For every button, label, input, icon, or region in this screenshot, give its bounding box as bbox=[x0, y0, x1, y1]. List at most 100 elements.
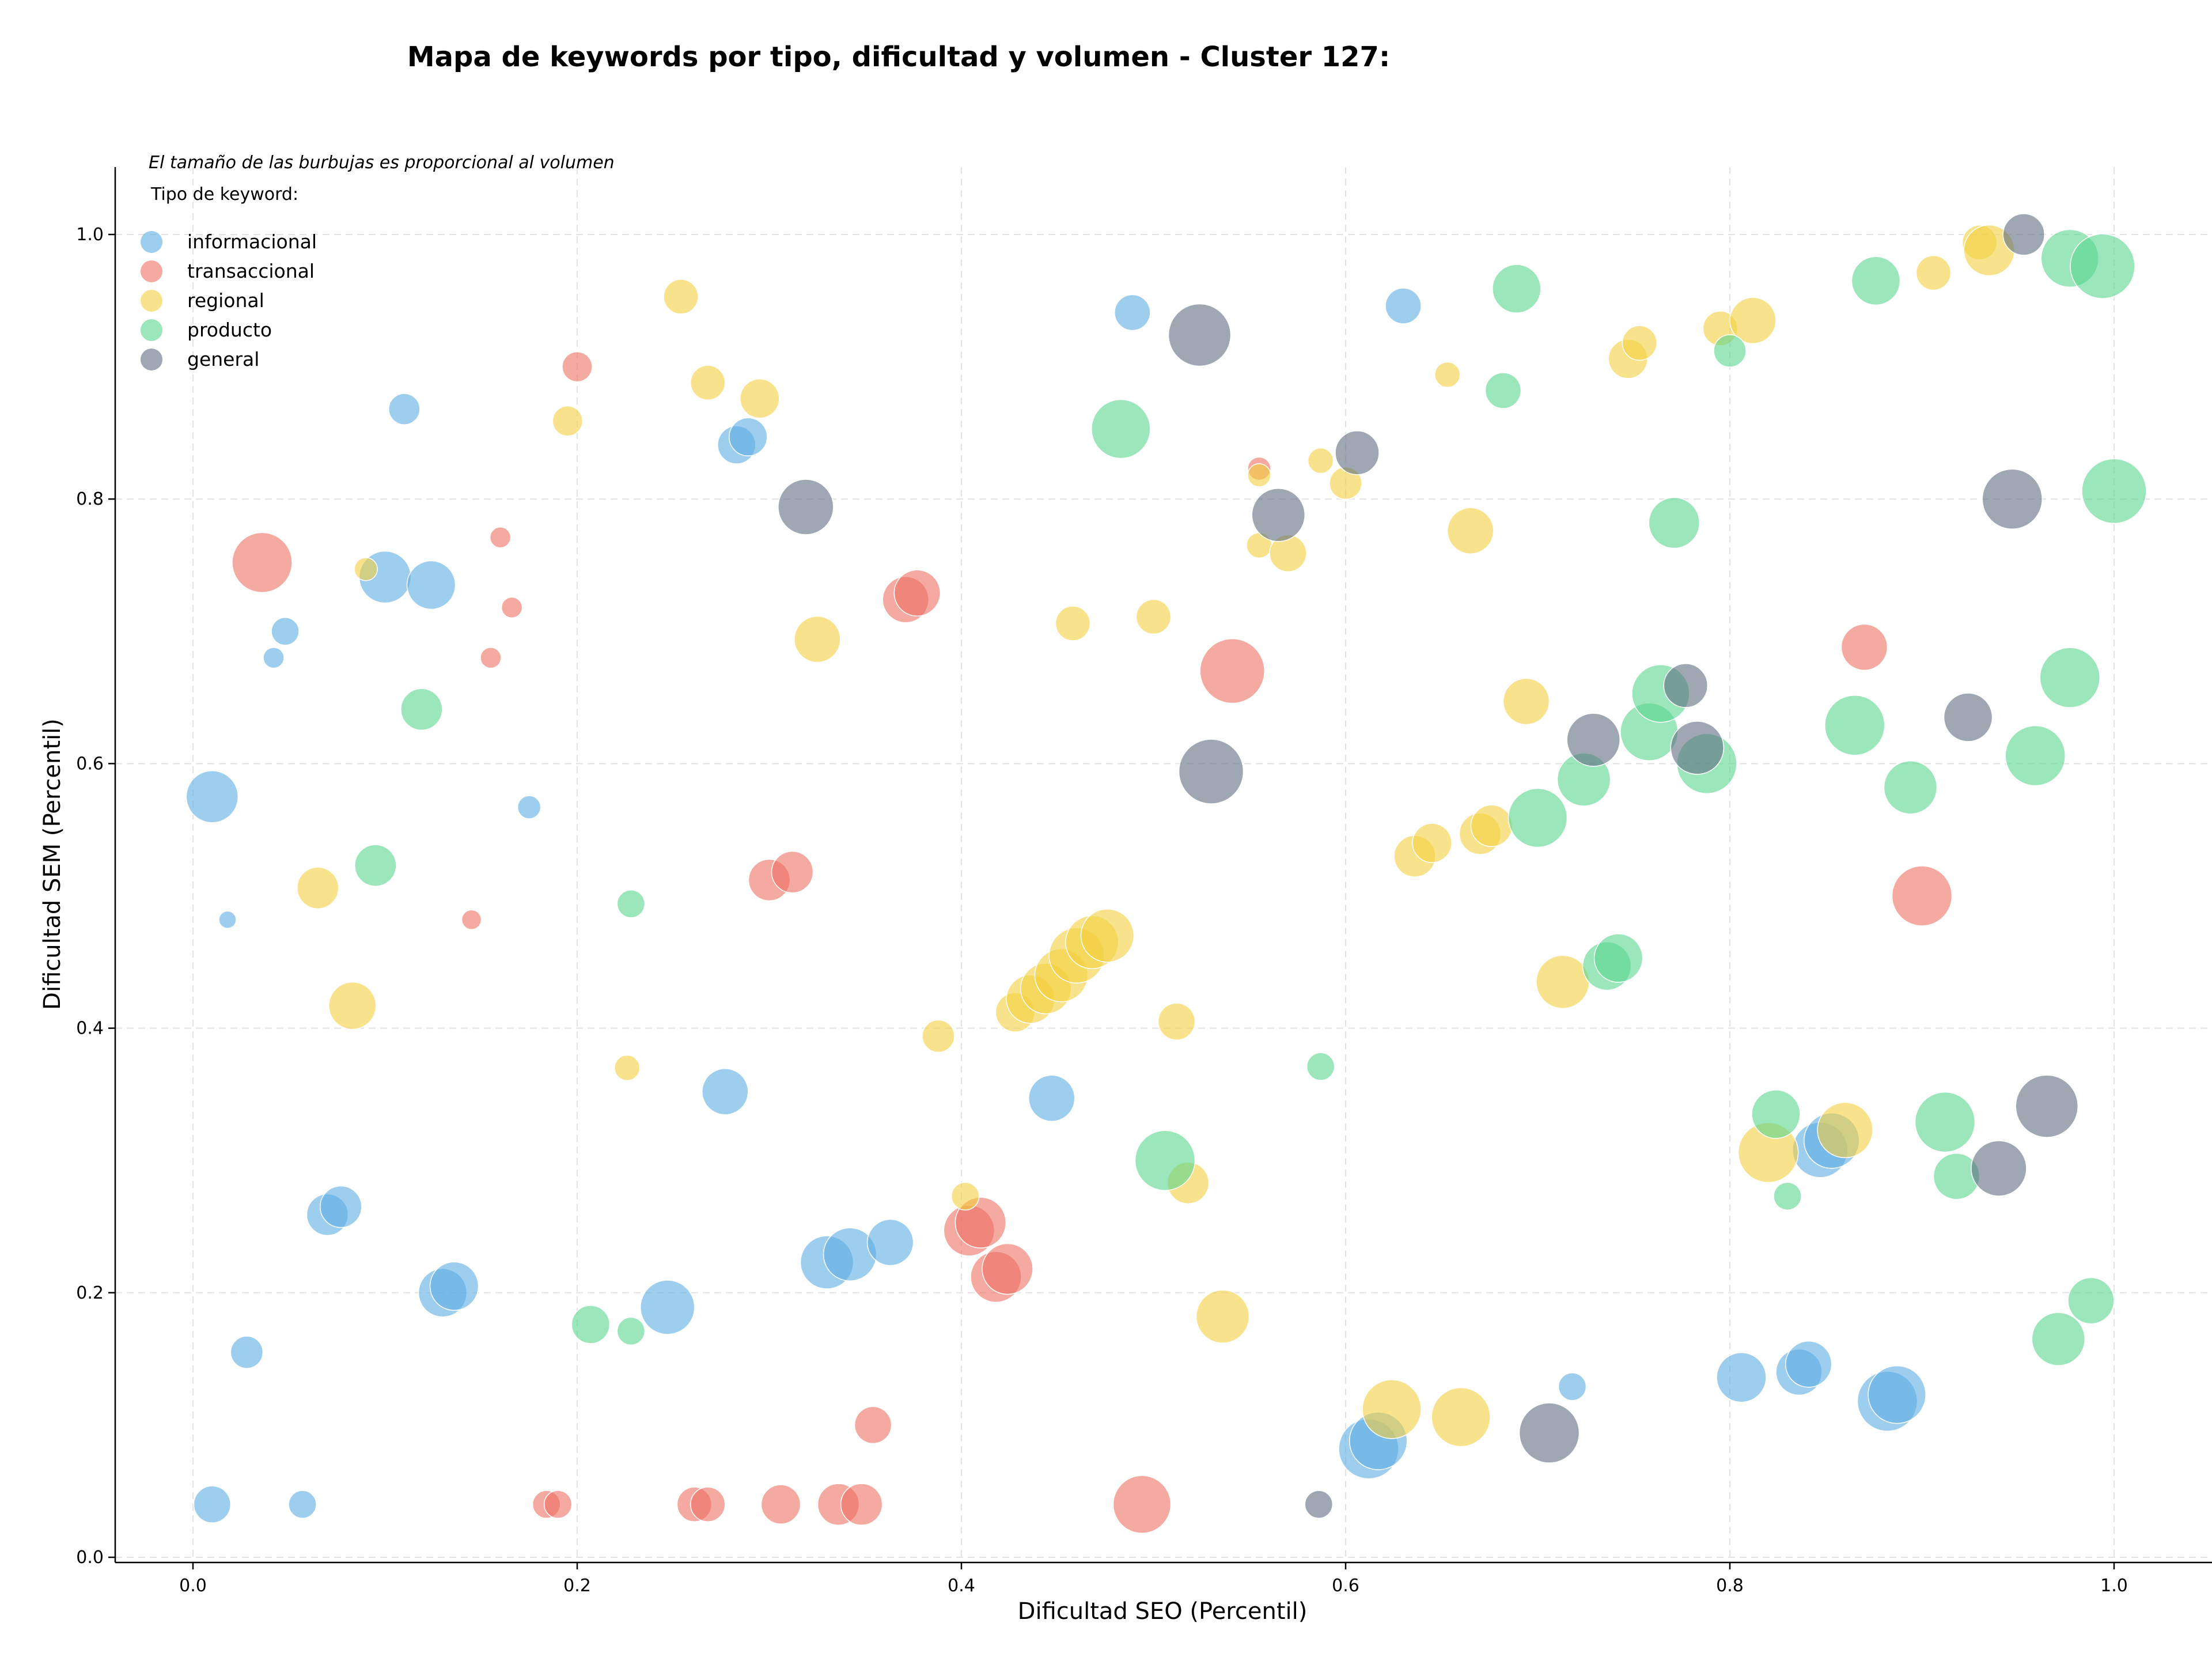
bubble-transaccional bbox=[1199, 638, 1265, 704]
bubble-regional bbox=[1307, 447, 1334, 474]
legend-label: general bbox=[187, 348, 259, 370]
bubble-informacional bbox=[230, 1335, 264, 1369]
bubble-regional bbox=[922, 1019, 955, 1053]
bubble-regional bbox=[1431, 1387, 1491, 1447]
bubble-transaccional bbox=[893, 569, 941, 616]
y-axis-label: Dificultad SEM (Percentil) bbox=[39, 718, 66, 1010]
legend: Tipo de keyword: informacional transaccio… bbox=[141, 184, 317, 370]
series-general bbox=[778, 213, 2079, 1519]
legend-marker bbox=[141, 231, 162, 253]
bubble-transaccional bbox=[461, 909, 482, 930]
bubble-producto bbox=[1648, 497, 1700, 549]
bubble-producto bbox=[1773, 1182, 1802, 1210]
bubble-regional bbox=[950, 1182, 980, 1210]
y-tick-label: 1.0 bbox=[76, 225, 104, 245]
bubble-transaccional bbox=[760, 1484, 801, 1524]
bubble-regional bbox=[552, 405, 584, 437]
bubble-regional bbox=[1247, 463, 1271, 487]
series-regional bbox=[297, 224, 2015, 1447]
bubble-producto bbox=[1484, 372, 1522, 409]
legend-label: regional bbox=[187, 289, 264, 312]
bubble-producto bbox=[616, 1316, 646, 1346]
bubble-informacional bbox=[1385, 287, 1422, 324]
bubble-general bbox=[1566, 713, 1620, 767]
legend-title: Tipo de keyword: bbox=[150, 184, 298, 205]
bubble-producto bbox=[616, 890, 646, 918]
bubble-regional bbox=[1055, 606, 1091, 641]
bubble-general bbox=[1518, 1402, 1580, 1463]
bubble-general bbox=[1304, 1490, 1334, 1519]
bubble-informacional bbox=[406, 560, 456, 610]
bubble-producto bbox=[1751, 1089, 1801, 1139]
bubble-producto bbox=[1134, 1130, 1196, 1191]
x-tick-label: 0.2 bbox=[563, 1576, 591, 1596]
bubble-transaccional bbox=[489, 527, 512, 548]
bubble-transaccional bbox=[480, 646, 502, 669]
series-informacional bbox=[185, 287, 1926, 1523]
bubble-general bbox=[1251, 488, 1306, 542]
y-tick-label: 0.8 bbox=[76, 489, 104, 509]
bubble-transaccional bbox=[562, 351, 593, 383]
bubble-general bbox=[1168, 303, 1232, 367]
bubble-producto bbox=[2070, 233, 2135, 299]
bubble-producto bbox=[1306, 1052, 1335, 1081]
bubble-informacional bbox=[1028, 1074, 1075, 1122]
bubble-regional bbox=[690, 365, 726, 400]
bubble-producto bbox=[2067, 1277, 2115, 1325]
bubble-transaccional bbox=[982, 1243, 1033, 1295]
bubble-informacional bbox=[388, 393, 421, 425]
bubble-producto bbox=[1824, 695, 1885, 756]
bubble-transaccional bbox=[771, 850, 814, 894]
bubble-producto bbox=[400, 688, 443, 731]
grid bbox=[115, 167, 2212, 1562]
legend-item-producto: producto bbox=[141, 319, 272, 341]
bubble-transaccional bbox=[690, 1486, 726, 1522]
ticks: 0.0 0.2 0.4 0.6 0.8 1.0 0.0 0.2 0.4 0.6 0.8 1.0 bbox=[76, 225, 2128, 1596]
bubble-general bbox=[2015, 1074, 2079, 1138]
bubble-transaccional bbox=[854, 1406, 892, 1444]
bubble-informacional bbox=[185, 770, 239, 823]
bubble-producto bbox=[2039, 647, 2101, 708]
legend-label: informacional bbox=[187, 230, 317, 253]
x-tick-label: 0.0 bbox=[179, 1576, 207, 1596]
bubble-regional bbox=[663, 279, 699, 315]
bubble-informacional bbox=[429, 1261, 479, 1311]
bubble-informacional bbox=[288, 1490, 317, 1519]
bubble-producto bbox=[1508, 788, 1568, 848]
bubble-regional bbox=[1470, 804, 1513, 847]
bubble-informacional bbox=[218, 910, 237, 929]
bubble-general bbox=[778, 479, 834, 535]
axes bbox=[114, 167, 2212, 1564]
bubble-general bbox=[2002, 213, 2046, 256]
legend-item-regional: regional bbox=[141, 289, 264, 312]
bubble-informacional bbox=[729, 417, 768, 457]
bubble-informacional bbox=[1716, 1352, 1767, 1403]
y-tick-label: 0.6 bbox=[76, 754, 104, 774]
bubble-general bbox=[1943, 693, 1993, 742]
y-tick-label: 0.0 bbox=[76, 1548, 104, 1568]
bubble-general bbox=[1971, 1140, 2027, 1197]
bubble-producto bbox=[2005, 725, 2066, 786]
bubble-informacional bbox=[702, 1068, 749, 1115]
bubble-general bbox=[1982, 468, 2043, 529]
bubble-regional bbox=[1412, 823, 1452, 863]
y-tick-label: 0.4 bbox=[76, 1019, 104, 1039]
bubble-regional bbox=[1536, 955, 1590, 1009]
bubble-informacional bbox=[639, 1280, 695, 1335]
bubble-informacional bbox=[320, 1185, 362, 1228]
bubble-general bbox=[1178, 739, 1244, 804]
legend-item-transaccional: transaccional bbox=[141, 260, 315, 282]
bubble-informacional bbox=[1114, 294, 1151, 331]
bubble-regional bbox=[354, 557, 378, 581]
x-axis-label: Dificultad SEO (Percentil) bbox=[1018, 1598, 1308, 1625]
bubble-informacional bbox=[517, 795, 541, 819]
bubble-informacional bbox=[263, 646, 285, 669]
bubble-informacional bbox=[1785, 1341, 1832, 1388]
legend-marker bbox=[141, 349, 162, 370]
series-producto bbox=[354, 229, 2147, 1366]
bubble-informacional bbox=[271, 617, 300, 646]
bubble-transaccional bbox=[840, 1483, 883, 1526]
bubble-producto bbox=[2081, 458, 2147, 524]
bubble-regional bbox=[794, 615, 841, 663]
